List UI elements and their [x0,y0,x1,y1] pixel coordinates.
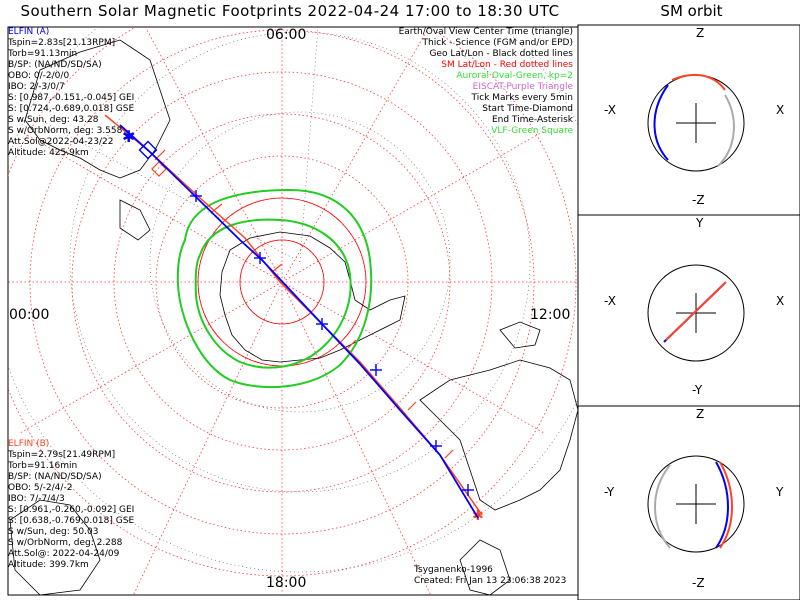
orbit2-left: -X [604,294,616,308]
orbit-panel-xz [647,73,745,172]
orbit3-top: Z [696,407,705,421]
orbit3-right: Y [776,485,784,499]
map-label-top: 06:00 [266,27,307,43]
orbit3-bottom: -Z [692,576,705,590]
orbit1-top: Z [696,26,705,40]
legend-item: Thick - Science (FGM and/or EPD) [422,38,573,48]
sm-lon-spokes [8,27,578,595]
chart-title: Southern Solar Magnetic Footprints 2022-… [20,2,560,20]
coastlines [9,39,578,595]
orbit1-bottom: -Z [692,193,705,207]
orbit2-right: X [776,294,785,308]
orbit3-left: -Y [604,485,615,499]
legend-item: Auroral Oval-Green, kp=2 [456,71,573,81]
legend-item: Earth/Oval View Center Time (triangle) [398,27,573,37]
legend-item: EISCAT-Purple Triangle [472,82,573,92]
map-label-right: 12:00 [530,307,571,323]
legend-item: Geo Lat/Lon - Black dotted lines [429,49,573,59]
created-timestamp: Created: Fri Jan 13 23:06:38 2023 [414,576,567,586]
svg-text:✱: ✱ [122,127,135,146]
orbit-panel-xy [647,264,745,362]
model-credit: Tsyganenko-1996 [414,565,493,575]
legend-item: SM Lat/Lon - Red dotted lines [441,60,573,70]
legend: Earth/Oval View Center Time (triangle) T… [399,27,573,137]
elfin-a-name: ELFIN (A) [8,27,50,37]
orbit-panel-title: SM orbit [660,2,723,20]
orbit1-right: X [776,103,785,117]
orbit1-left: -X [604,103,616,117]
elfin-a-info: ELFIN (A) Tspin=2.83s[21.13RPM] Torb=91.… [8,27,135,158]
orbit-frame [577,24,800,600]
footer: Tsyganenko-1996 Created: Fri Jan 13 23:0… [414,565,566,587]
elfin-b-info: ELFIN (B) Tspin=2.79s[21.49RPM] Torb=91.… [8,439,135,570]
auroral-oval [176,188,373,389]
geo-grid [8,27,578,573]
legend-item: End Time-Asterisk [491,115,573,125]
elfin-b-name: ELFIN (B) [8,439,50,449]
svg-text:✱: ✱ [472,508,484,524]
elfin-b-track: ✱ [104,114,484,524]
map-label-left: 00:00 [9,307,50,323]
orbit2-bottom: -Y [692,383,703,397]
orbit2-top: Y [696,216,704,230]
polar-map: ✱ ✱ [8,27,578,595]
legend-item: Tick Marks every 5min [471,93,573,103]
elfin-a-track: ✱ [119,124,479,519]
orbit-panel-yz [647,455,745,553]
legend-item: Start Time-Diamond [482,104,573,114]
map-label-bottom: 18:00 [266,575,307,591]
legend-item: VLF-Green Square [491,126,573,136]
